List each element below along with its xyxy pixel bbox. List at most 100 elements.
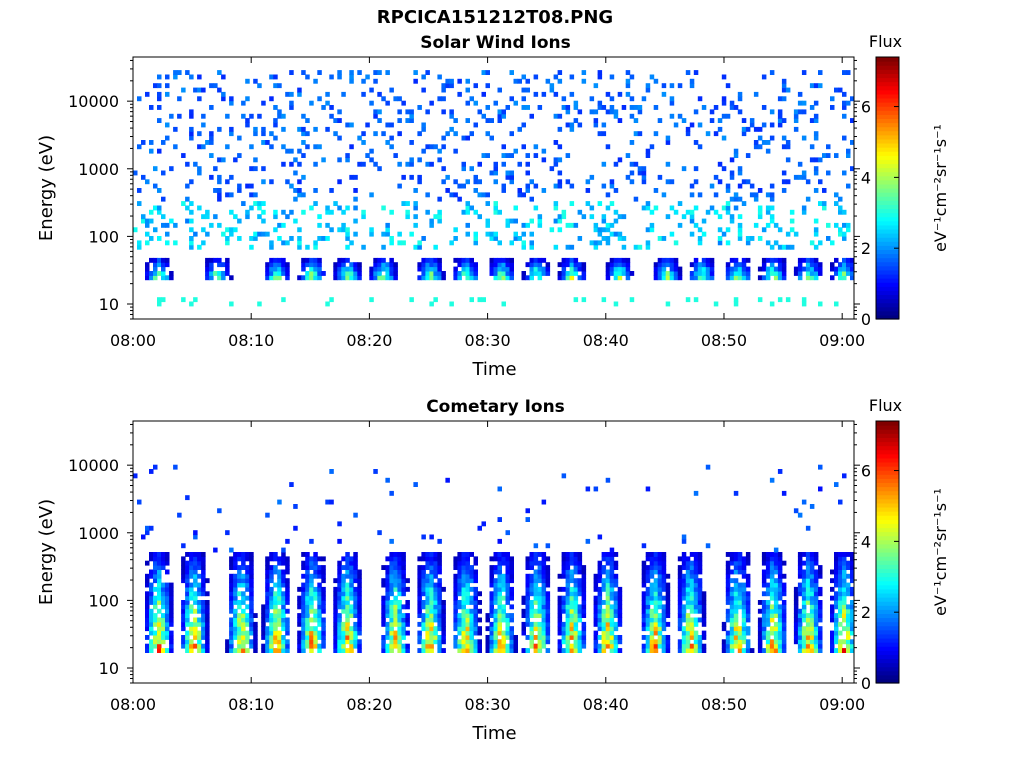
spectrogram-cell: [421, 604, 426, 610]
spectrogram-cell: [241, 621, 246, 627]
spectrogram-cell: [389, 122, 394, 128]
spectrogram-cell: [161, 266, 166, 272]
spectrogram-cell: [337, 271, 342, 276]
spectrogram-cell: [393, 604, 398, 610]
spectrogram-cell: [337, 639, 342, 645]
spectrogram-cell: [693, 586, 699, 592]
spectrogram-cell: [573, 643, 579, 649]
spectrogram-cell: [725, 209, 731, 215]
spectrogram-cell: [818, 573, 823, 579]
spectrogram-cell: [461, 166, 466, 172]
spectrogram-cell: [593, 648, 599, 653]
spectrogram-cell: [425, 109, 430, 115]
spectrogram-cell: [685, 626, 691, 632]
spectrogram-cell: [838, 266, 843, 272]
spectrogram-cell: [497, 613, 502, 618]
spectrogram-cell: [689, 573, 695, 579]
spectrogram-cell: [834, 192, 839, 198]
spectrogram-cell: [489, 604, 494, 610]
spectrogram-cell: [765, 613, 771, 618]
spectrogram-cell: [245, 621, 250, 627]
spectrogram-cell: [229, 639, 234, 645]
spectrogram-cell: [441, 604, 446, 610]
spectrogram-cell: [429, 257, 434, 263]
spectrogram-cell: [353, 626, 358, 632]
spectrogram-cell: [573, 297, 579, 303]
spectrogram-cell: [489, 578, 494, 584]
spectrogram-cell: [277, 608, 282, 614]
spectrogram-cell: [781, 648, 787, 653]
spectrogram-cell: [681, 166, 687, 172]
spectrogram-cell: [249, 205, 254, 211]
spectrogram-cell: [197, 166, 202, 172]
spectrogram-cell: [265, 626, 270, 632]
spectrogram-cell: [525, 621, 530, 627]
colorbar-swatch: [876, 126, 899, 132]
spectrogram-cell: [157, 96, 162, 102]
spectrogram-cell: [569, 573, 575, 579]
spectrogram-cell: [241, 100, 246, 106]
spectrogram-cell: [401, 621, 406, 627]
spectrogram-cell: [269, 613, 274, 618]
spectrogram-cell: [842, 105, 847, 110]
spectrogram-cell: [477, 643, 482, 649]
spectrogram-cell: [838, 262, 843, 268]
spectrogram-cell: [277, 83, 282, 89]
spectrogram-cell: [653, 630, 659, 636]
spectrogram-cell: [397, 231, 402, 237]
spectrogram-cell: [421, 621, 426, 627]
spectrogram-cell: [773, 266, 779, 272]
spectrogram-cell: [533, 552, 539, 557]
x-tick-label: 08:30: [465, 331, 511, 350]
colorbar-swatch: [876, 102, 899, 107]
spectrogram-cell: [605, 205, 611, 211]
spectrogram-cell: [677, 222, 683, 228]
spectrogram-cell: [193, 626, 198, 632]
spectrogram-cell: [229, 275, 234, 281]
spectrogram-cell: [621, 271, 627, 276]
spectrogram-cell: [405, 600, 410, 605]
spectrogram-cell: [693, 578, 699, 584]
spectrogram-cell: [381, 231, 386, 237]
spectrogram-cell: [441, 135, 446, 141]
spectrogram-cell: [533, 183, 539, 189]
spectrogram-cell: [349, 578, 354, 584]
spectrogram-cell: [601, 626, 607, 632]
spectrogram-cell: [725, 188, 731, 193]
spectrogram-cell: [401, 648, 406, 653]
spectrogram-cell: [793, 508, 799, 514]
spectrogram-cell: [197, 87, 202, 93]
spectrogram-cell: [381, 266, 386, 272]
spectrogram-cell: [157, 591, 162, 597]
spectrogram-cell: [397, 565, 402, 570]
spectrogram-cell: [305, 643, 310, 649]
spectrogram-cell: [765, 140, 771, 145]
spectrogram-cell: [701, 231, 707, 237]
spectrogram-cell: [429, 144, 434, 150]
spectrogram-cell: [433, 275, 438, 281]
spectrogram-cell: [385, 648, 390, 653]
spectrogram-cell: [842, 266, 847, 272]
spectrogram-cell: [349, 643, 354, 649]
spectrogram-cell: [181, 573, 186, 579]
spectrogram-cell: [553, 74, 559, 80]
spectrogram-cell: [453, 600, 458, 605]
spectrogram-cell: [561, 569, 567, 575]
spectrogram-cell: [389, 604, 394, 610]
spectrogram-cell: [541, 91, 547, 97]
spectrogram-cell: [625, 266, 631, 272]
spectrogram-cell: [389, 573, 394, 579]
spectrogram-cell: [761, 630, 767, 636]
spectrogram-cell: [613, 209, 619, 215]
spectrogram-cell: [337, 275, 342, 281]
spectrogram-cell: [485, 218, 490, 224]
spectrogram-cell: [337, 569, 342, 575]
spectrogram-cell: [485, 639, 490, 645]
spectrogram-cell: [777, 586, 783, 592]
spectrogram-cell: [145, 604, 150, 610]
spectrogram-cell: [237, 218, 242, 224]
spectrogram-cell: [813, 227, 819, 233]
spectrogram-cell: [185, 591, 190, 597]
colorbar-tick-label: 2: [861, 603, 871, 622]
spectrogram-cell: [809, 560, 815, 566]
